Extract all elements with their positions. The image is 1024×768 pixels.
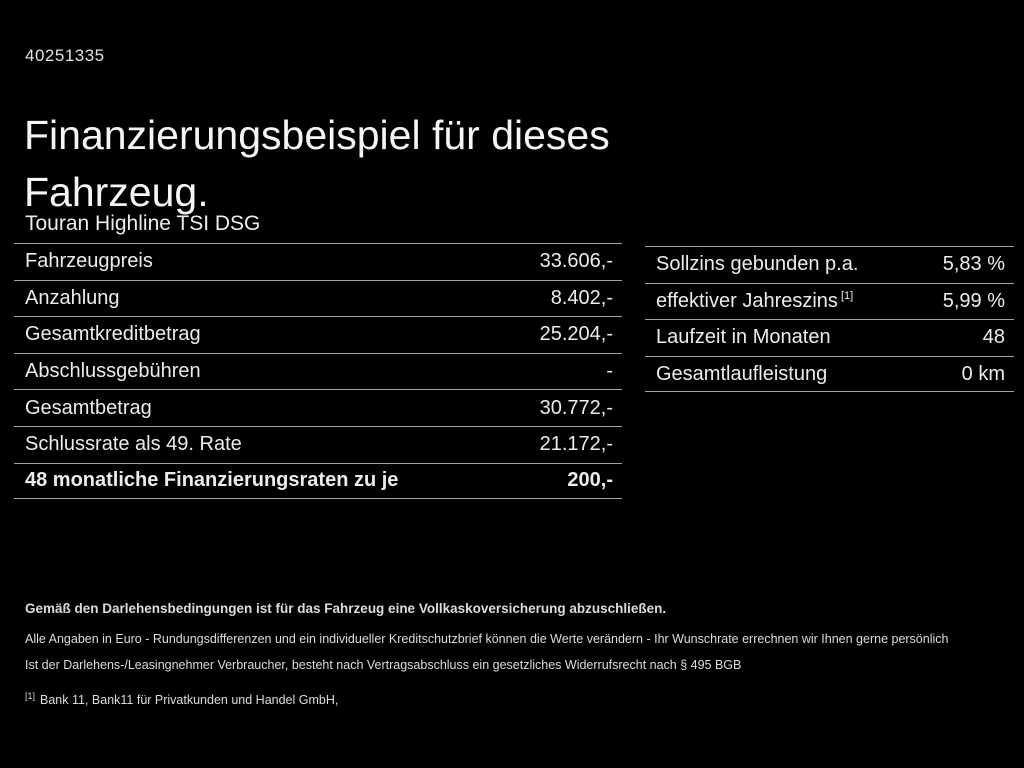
table-row-gesamtbetrag: Gesamtbetrag 30.772,- — [14, 389, 622, 426]
footnote-marker: [1] — [840, 290, 854, 303]
offer-reference-number: 40251335 — [25, 46, 105, 65]
row-value: 8.402,- — [550, 286, 613, 309]
row-value: 21.172,- — [539, 433, 613, 456]
vehicle-model-name: Touran Highline TSI DSG — [25, 212, 261, 235]
table-row-anzahlung: Anzahlung 8.402,- — [14, 279, 622, 317]
row-value: 5,99 % — [942, 289, 1005, 312]
table-row-effektiver-jahreszins: effektiver Jahreszins [1] 5,99 % — [645, 282, 1014, 320]
footnote-bank-text: Bank 11, Bank11 für Privatkunden und Han… — [40, 692, 339, 707]
row-label: Schlussrate als 49. Rate — [25, 433, 242, 456]
legal-footnotes: Gemäß den Darlehensbedingungen ist für d… — [25, 601, 1005, 707]
footnote-bank-reference: [1] Bank 11, Bank11 für Privatkunden und … — [25, 691, 1005, 707]
row-value: - — [606, 360, 613, 383]
row-label: 48 monatliche Finanzierungsraten zu je — [25, 469, 399, 492]
footnote-disclaimer: Alle Angaben in Euro - Rundungsdifferenz… — [25, 632, 949, 646]
row-label: Gesamtlaufleistung — [656, 362, 828, 385]
row-value: 48 — [982, 326, 1005, 349]
footnote-withdrawal-right: Ist der Darlehens-/Leasingnehmer Verbrau… — [25, 657, 742, 672]
footnote-marker: [1] — [25, 690, 36, 701]
row-value: 33.606,- — [539, 250, 613, 273]
table-row-monatsraten: 48 monatliche Finanzierungsraten zu je 2… — [14, 462, 622, 500]
row-value: 5,83 % — [942, 253, 1005, 276]
loan-terms-table: Sollzins gebunden p.a. 5,83 % effektiver… — [645, 246, 1014, 393]
row-value: 0 km — [961, 362, 1005, 385]
row-value: 30.772,- — [539, 396, 613, 419]
row-label: Anzahlung — [25, 286, 120, 309]
row-label: effektiver Jahreszins [1] — [656, 289, 854, 312]
row-label: Gesamtkreditbetrag — [25, 323, 201, 346]
table-row-laufzeit: Laufzeit in Monaten 48 — [645, 319, 1014, 356]
table-row-gesamtkreditbetrag: Gesamtkreditbetrag 25.204,- — [14, 316, 622, 353]
row-label: Sollzins gebunden p.a. — [656, 253, 859, 276]
footnote-insurance-requirement: Gemäß den Darlehensbedingungen ist für d… — [25, 601, 667, 616]
table-row-sollzins: Sollzins gebunden p.a. 5,83 % — [645, 246, 1014, 283]
row-label: Gesamtbetrag — [25, 396, 152, 419]
row-value: 25.204,- — [539, 323, 613, 346]
table-row-schlussrate: Schlussrate als 49. Rate 21.172,- — [14, 425, 622, 463]
table-row-gesamtlaufleistung: Gesamtlaufleistung 0 km — [645, 355, 1014, 393]
row-value: 200,- — [567, 469, 613, 492]
row-label: Fahrzeugpreis — [25, 250, 153, 273]
row-label: Laufzeit in Monaten — [656, 326, 831, 349]
row-label: Abschlussgebühren — [25, 360, 201, 383]
finance-breakdown-table: Fahrzeugpreis 33.606,- Anzahlung 8.402,-… — [14, 243, 622, 500]
table-row-fahrzeugpreis: Fahrzeugpreis 33.606,- — [14, 243, 622, 280]
page-title: Finanzierungsbeispiel für dieses Fahrzeu… — [24, 112, 610, 216]
table-row-abschlussgebuehren: Abschlussgebühren - — [14, 352, 622, 390]
